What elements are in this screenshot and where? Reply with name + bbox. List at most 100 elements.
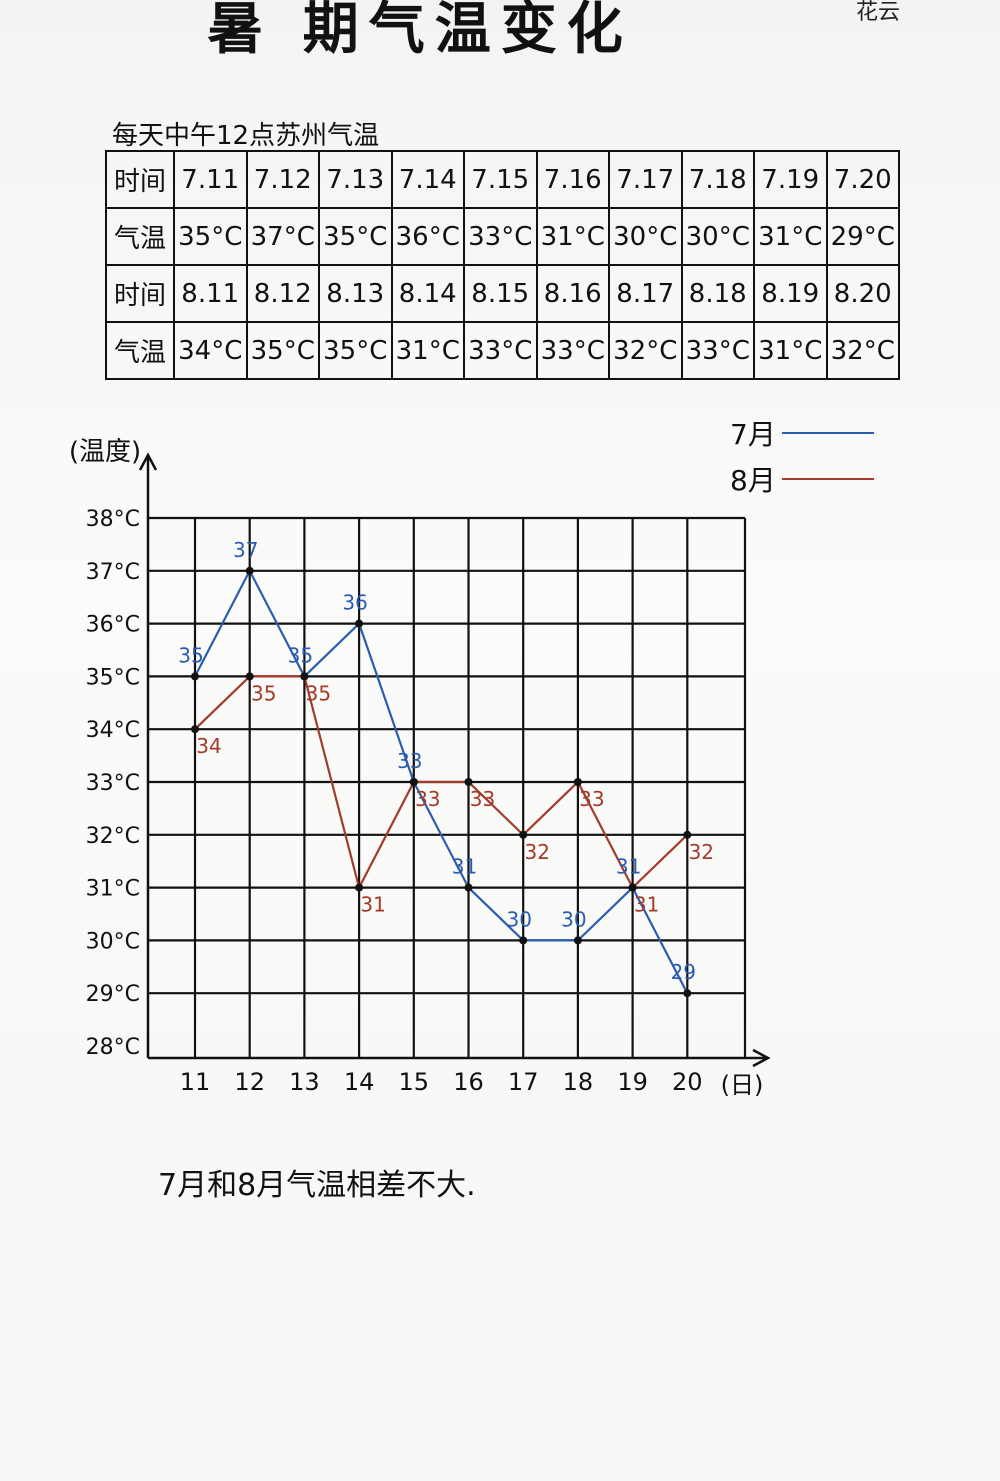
data-label: 33 xyxy=(470,787,495,811)
y-tick-label: 37°C xyxy=(86,560,140,585)
table-cell: 8.11 xyxy=(173,264,248,323)
table-cell: 8.16 xyxy=(535,264,610,323)
table-cell: 8.20 xyxy=(825,264,900,323)
table-cell: 37°C xyxy=(245,207,320,266)
table-cell: 31°C xyxy=(390,321,465,380)
table-cell: 8.12 xyxy=(245,264,320,323)
table-cell: 33°C xyxy=(535,321,610,380)
legend-label-august: 8月 xyxy=(730,464,776,497)
data-point xyxy=(191,725,199,734)
data-point xyxy=(683,989,692,998)
y-tick-label: 30°C xyxy=(86,929,140,954)
x-tick-label: 15 xyxy=(399,1068,430,1096)
data-label: 30 xyxy=(561,907,586,931)
temperature-table: 时间 7.11 7.12 7.13 7.14 7.15 7.16 7.17 7.18 7.19 7.… xyxy=(105,150,900,380)
table-cell: 35°C xyxy=(173,207,248,266)
table-cell: 29°C xyxy=(825,207,900,266)
table-cell: 34°C xyxy=(173,321,248,380)
table-cell: 8.19 xyxy=(753,264,828,323)
table-row: 时间 7.11 7.12 7.13 7.14 7.15 7.16 7.17 7.18 7.19 7.… xyxy=(105,150,900,209)
legend-line-august xyxy=(781,478,874,480)
table-cell: 33°C xyxy=(680,321,755,380)
data-point xyxy=(245,672,254,681)
data-point xyxy=(628,883,637,892)
y-axis-label: (温度) xyxy=(69,437,141,467)
table-caption: 每天中午12点苏州气温 xyxy=(112,121,380,151)
data-label: 31 xyxy=(616,855,641,879)
table-cell: 8.13 xyxy=(318,264,393,323)
data-label: 32 xyxy=(524,840,549,864)
table-cell: 8.17 xyxy=(608,264,683,323)
legend-item-august: 8月 xyxy=(730,456,874,502)
x-tick-label: 13 xyxy=(289,1068,320,1096)
legend-line-july xyxy=(781,432,874,434)
table-cell: 35°C xyxy=(318,321,393,380)
x-tick-label: 20 xyxy=(672,1068,703,1096)
data-label: 35 xyxy=(178,643,203,667)
table-cell: 7.19 xyxy=(753,150,828,209)
table-cell: 7.17 xyxy=(608,150,683,209)
table-row-header: 时间 xyxy=(105,150,175,209)
table-row-header: 气温 xyxy=(105,207,175,266)
table-cell: 35°C xyxy=(245,321,320,380)
table-cell: 7.18 xyxy=(680,150,755,209)
y-axis-arrow xyxy=(138,452,158,471)
data-point xyxy=(355,619,364,628)
data-point xyxy=(464,883,473,892)
table-cell: 7.14 xyxy=(390,150,465,209)
data-point xyxy=(191,672,199,681)
y-tick-label: 34°C xyxy=(86,718,140,743)
table-cell: 31°C xyxy=(753,207,828,266)
table-cell: 7.12 xyxy=(245,150,320,209)
table-cell: 7.15 xyxy=(463,150,538,209)
legend-item-july: 7月 xyxy=(730,410,874,456)
series-line-august xyxy=(194,675,689,891)
x-axis-arrow xyxy=(752,1048,771,1068)
table-cell: 32°C xyxy=(825,321,900,380)
legend-label-july: 7月 xyxy=(730,418,776,451)
data-point xyxy=(519,936,528,945)
data-label: 31 xyxy=(360,893,385,917)
y-tick-label: 29°C xyxy=(86,982,140,1007)
x-axis-label: (日) xyxy=(721,1071,764,1099)
data-label: 37 xyxy=(233,538,258,562)
table-cell: 8.14 xyxy=(390,264,465,323)
table-cell: 8.15 xyxy=(463,264,538,323)
x-tick-label: 19 xyxy=(617,1068,648,1096)
table-row-header: 时间 xyxy=(105,264,175,323)
table-cell: 7.20 xyxy=(825,150,900,209)
data-point xyxy=(409,778,418,786)
x-tick-label: 12 xyxy=(234,1068,265,1096)
chart-legend: 7月 8月 xyxy=(730,410,874,502)
corner-note: 花云 xyxy=(855,0,900,25)
y-tick-label: 28°C xyxy=(86,1035,140,1060)
table-cell: 7.11 xyxy=(173,150,248,209)
table-cell: 30°C xyxy=(680,207,755,266)
data-label: 34 xyxy=(196,734,221,758)
y-tick-label: 38°C xyxy=(86,507,140,532)
table-cell: 33°C xyxy=(463,321,538,380)
table-cell: 31°C xyxy=(535,207,610,266)
data-point xyxy=(519,830,528,839)
data-point xyxy=(573,936,582,945)
y-tick-label: 33°C xyxy=(86,771,140,796)
data-label: 31 xyxy=(452,855,477,879)
table-cell: 7.13 xyxy=(318,150,393,209)
table-cell: 30°C xyxy=(608,207,683,266)
x-tick-label: 18 xyxy=(563,1068,594,1096)
data-label: 36 xyxy=(342,591,367,615)
table-row: 气温 34°C 35°C 35°C 31°C 33°C 33°C 32°C 33°C 31°C 32… xyxy=(105,321,900,380)
data-label: 35 xyxy=(288,643,313,667)
y-tick-label: 35°C xyxy=(86,665,140,690)
data-point xyxy=(355,883,364,892)
x-tick-label: 11 xyxy=(180,1068,211,1096)
series-line-july xyxy=(194,568,689,994)
table-row-header: 气温 xyxy=(105,321,175,380)
data-label: 33 xyxy=(579,787,604,811)
data-label: 33 xyxy=(415,787,440,811)
table-cell: 33°C xyxy=(463,207,538,266)
x-tick-label: 14 xyxy=(344,1068,375,1096)
data-label: 33 xyxy=(397,749,422,773)
data-point xyxy=(573,778,582,786)
